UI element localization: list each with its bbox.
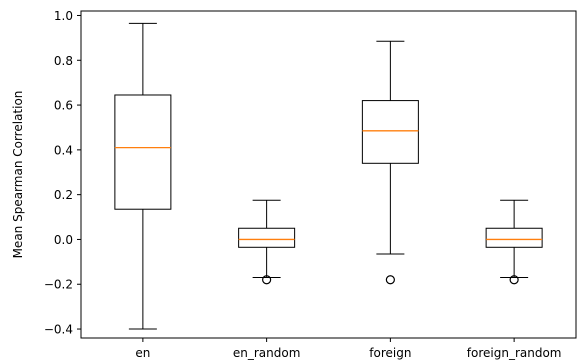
box-foreign [361, 40, 419, 285]
y-tick-label: −0.2 [44, 278, 73, 292]
x-tick-label: foreign [369, 346, 411, 360]
iqr-box [114, 94, 172, 210]
y-tick-label: 0.4 [54, 143, 73, 157]
box-en-random [238, 199, 296, 285]
x-tick-label: foreign_random [467, 346, 562, 360]
y-tick-label: 0.8 [54, 54, 73, 68]
outlier-point [385, 275, 395, 285]
iqr-box [361, 100, 419, 164]
y-tick-label: 1.0 [54, 9, 73, 23]
y-tick-label: −0.4 [44, 323, 73, 337]
box-en [114, 22, 172, 330]
y-tick-label: 0.2 [54, 188, 73, 202]
plot-area [80, 10, 577, 339]
outlier-point [262, 275, 272, 285]
boxes [114, 22, 543, 330]
y-tick-label: 0.6 [54, 99, 73, 113]
outlier-point [509, 275, 519, 285]
box-foreign-random [485, 199, 543, 285]
iqr-box [238, 227, 296, 248]
y-axis-label: Mean Spearman Correlation [11, 91, 25, 259]
y-tick-label: 0.0 [54, 233, 73, 247]
x-tick-label: en_random [233, 346, 301, 360]
x-axis: en en_random foreign foreign_random [135, 338, 561, 360]
y-axis: −0.4 −0.2 0.0 0.2 0.4 0.6 0.8 1.0 [44, 9, 81, 337]
iqr-box [485, 227, 543, 248]
x-tick-label: en [135, 346, 150, 360]
